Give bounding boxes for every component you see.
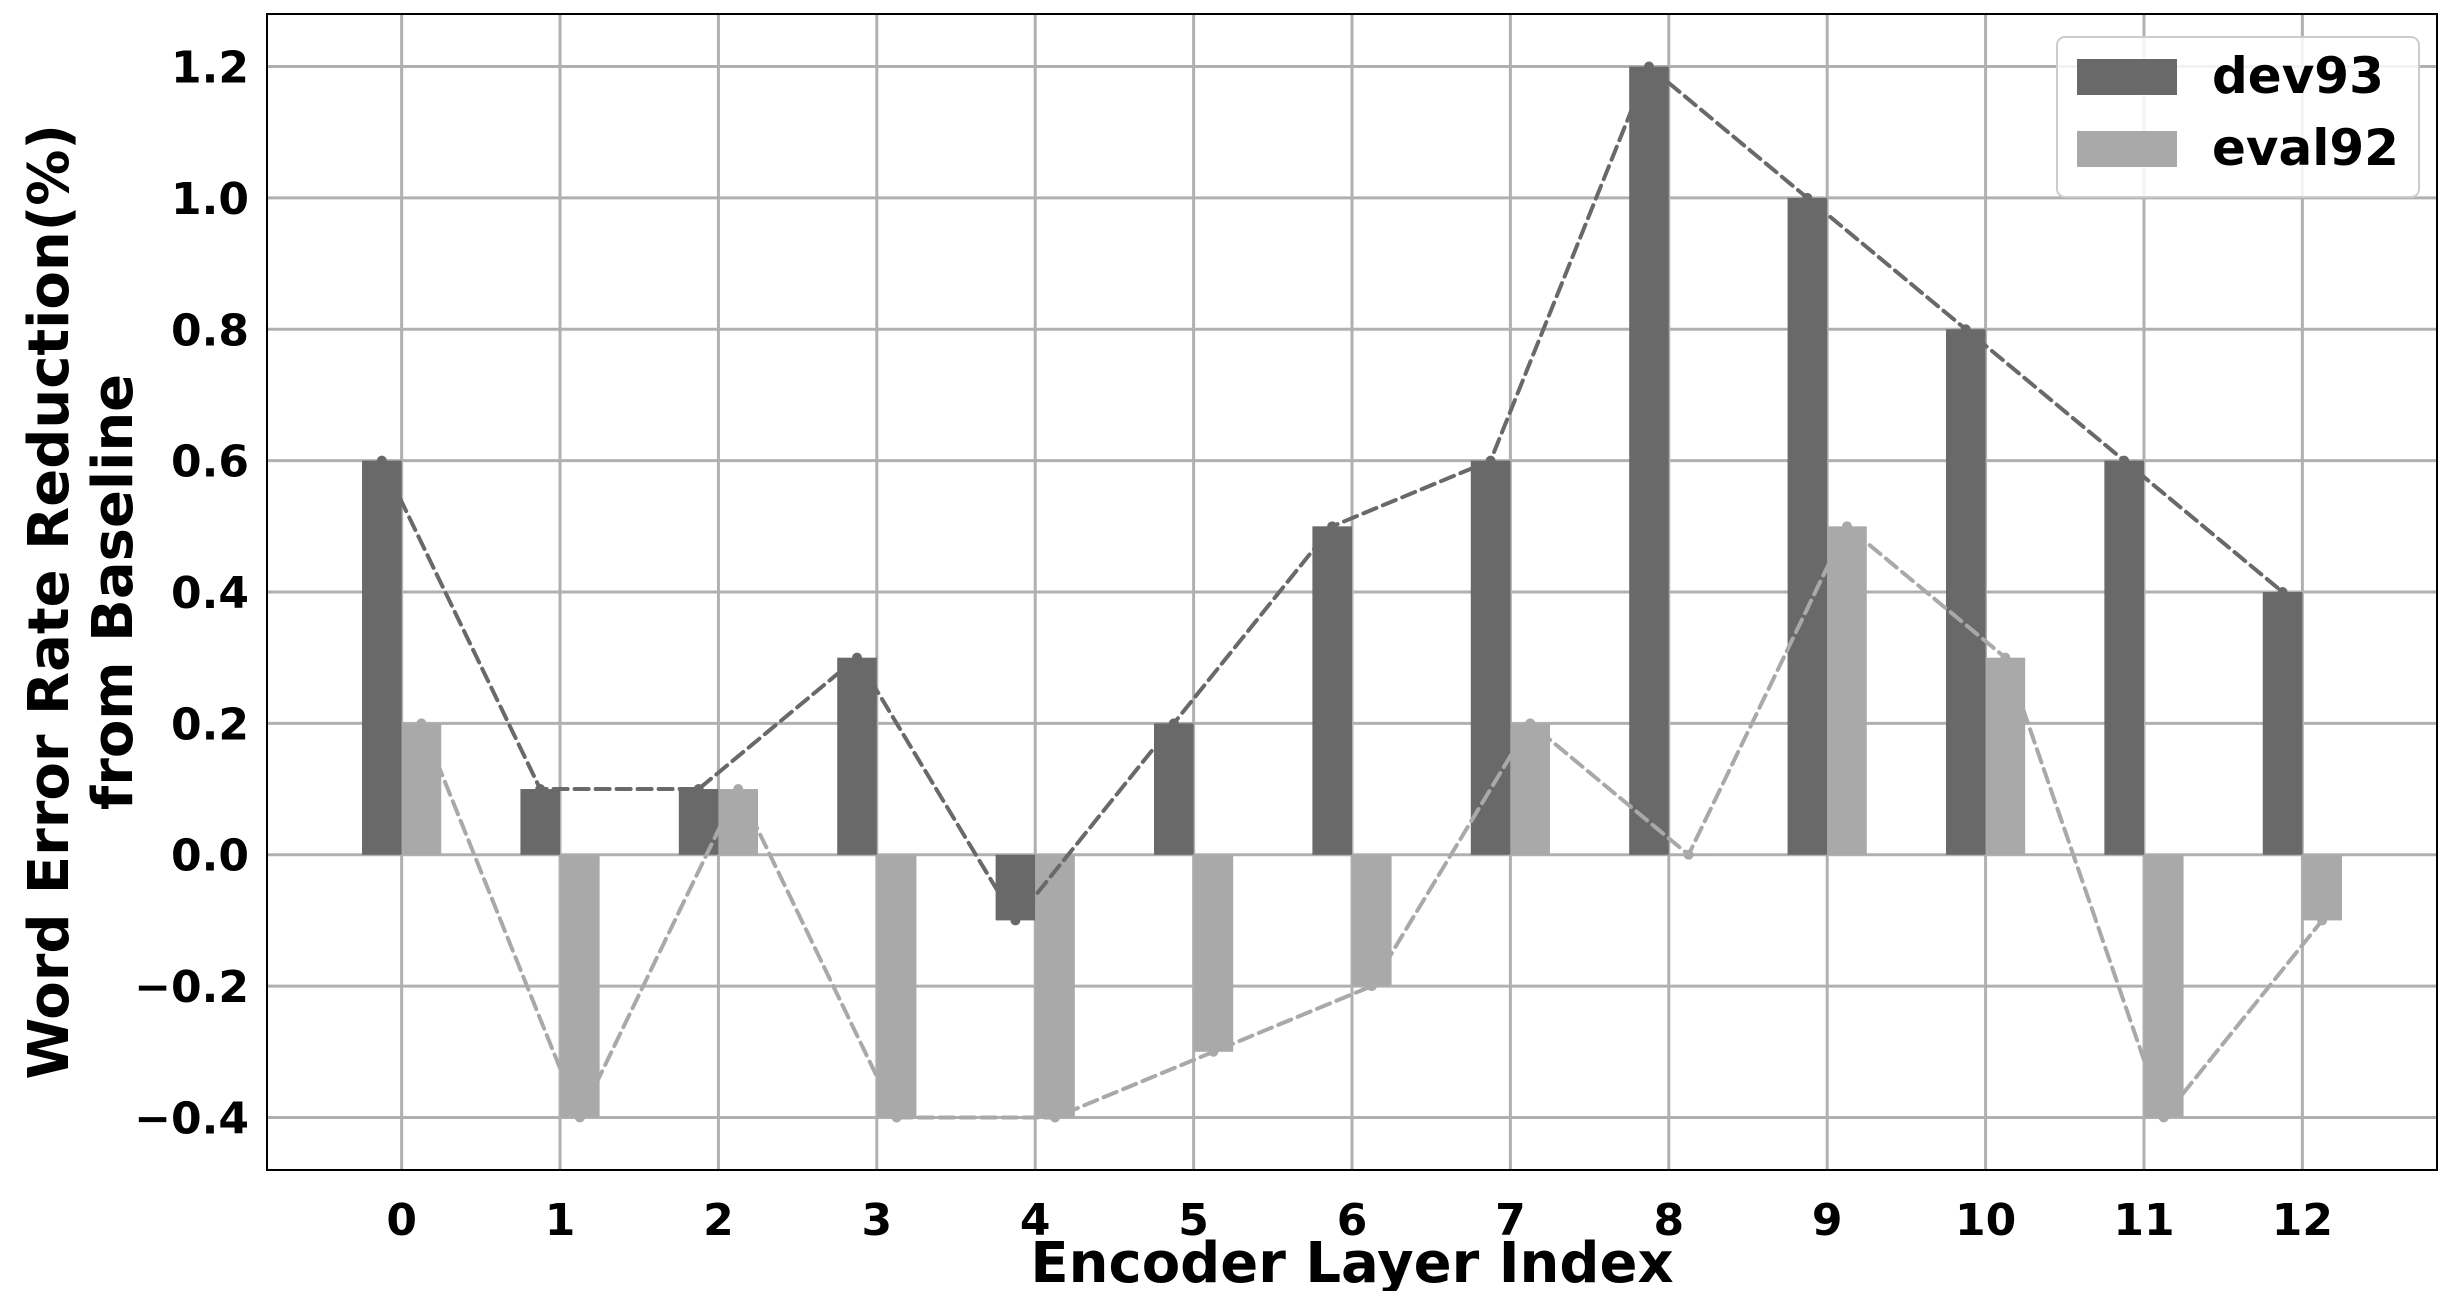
point-dev93-9 — [1802, 192, 1813, 203]
point-dev93-3 — [852, 652, 863, 663]
x-tick-label-6: 6 — [1337, 1195, 1368, 1246]
x-tick-label-2: 2 — [703, 1195, 734, 1246]
y-tick-label-5: 0.6 — [171, 437, 249, 488]
bar-eval92-12 — [2302, 854, 2342, 921]
point-eval92-2 — [733, 784, 744, 795]
y-tick-label-4: 0.4 — [171, 568, 249, 619]
legend-label-eval92: eval92 — [2212, 119, 2399, 177]
legend-swatch-dev93 — [2077, 59, 2177, 95]
point-dev93-12 — [2277, 587, 2288, 597]
point-dev93-7 — [1485, 455, 1496, 466]
y-tick-label-8: 1.2 — [171, 43, 249, 94]
bars — [362, 66, 2342, 1118]
point-eval92-7 — [1525, 718, 1536, 729]
legend: dev93 eval92 — [2056, 36, 2420, 198]
bar-dev93-0 — [362, 460, 402, 855]
point-eval92-0 — [416, 718, 427, 729]
x-tick-label-1: 1 — [545, 1195, 576, 1246]
bar-eval92-4 — [1035, 854, 1075, 1118]
x-axis-label: Encoder Layer Index — [1030, 1231, 1673, 1291]
point-dev93-10 — [1960, 324, 1971, 335]
point-eval92-9 — [1841, 521, 1852, 532]
bar-eval92-3 — [876, 854, 917, 1118]
point-eval92-10 — [2000, 652, 2011, 663]
x-tick-label-9: 9 — [1812, 1195, 1843, 1246]
point-dev93-1 — [535, 784, 546, 795]
point-dev93-2 — [693, 784, 704, 795]
bar-dev93-3 — [837, 657, 877, 855]
bar-eval92-5 — [1193, 854, 1234, 1052]
x-tick-label-12: 12 — [2272, 1195, 2333, 1246]
x-tick-label-4: 4 — [1020, 1195, 1051, 1246]
point-dev93-8 — [1643, 61, 1654, 72]
x-tick-label-11: 11 — [2113, 1195, 2174, 1246]
bar-dev93-9 — [1787, 197, 1828, 855]
bar-eval92-1 — [560, 854, 600, 1118]
bar-dev93-1 — [520, 789, 561, 855]
y-tick-label-0: −0.4 — [134, 1093, 249, 1144]
bar-dev93-4 — [995, 854, 1036, 921]
point-eval92-3 — [891, 1112, 902, 1123]
y-tick-label-2: 0.0 — [171, 831, 249, 882]
bar-dev93-8 — [1629, 66, 1669, 855]
x-tick-label-7: 7 — [1495, 1195, 1526, 1246]
point-eval92-1 — [574, 1112, 585, 1123]
legend-label-dev93: dev93 — [2212, 47, 2384, 105]
point-dev93-11 — [2119, 455, 2130, 466]
x-tick-label-3: 3 — [862, 1195, 893, 1246]
point-eval92-6 — [1366, 981, 1377, 992]
y-tick-label-1: −0.2 — [134, 962, 249, 1013]
y-axis-label: Word Error Rate Reduction(%) from Baseli… — [17, 104, 146, 1079]
point-eval92-4 — [1050, 1112, 1061, 1123]
y-axis-label-line-1: Word Error Rate Reduction(%) — [17, 124, 82, 1080]
x-tick-label-8: 8 — [1653, 1195, 1684, 1246]
bar-dev93-7 — [1470, 460, 1511, 855]
bar-eval92-9 — [1827, 526, 1867, 855]
point-eval92-5 — [1208, 1046, 1219, 1057]
point-dev93-4 — [1010, 915, 1021, 926]
bar-dev93-11 — [2104, 460, 2144, 855]
x-tick-labels: 0 1 2 3 4 5 6 7 8 9 10 11 12 — [386, 1195, 2333, 1246]
plot-frame — [266, 13, 2438, 1171]
point-eval92-12 — [2317, 915, 2328, 926]
y-tick-label-3: 0.2 — [171, 699, 249, 750]
point-eval92-11 — [2158, 1112, 2169, 1123]
y-tick-label-7: 1.0 — [171, 174, 249, 225]
bar-eval92-0 — [401, 723, 442, 855]
bar-dev93-10 — [1945, 329, 1986, 855]
point-dev93-0 — [376, 455, 387, 466]
bar-dev93-5 — [1154, 723, 1194, 855]
bar-eval92-2 — [718, 789, 759, 855]
y-tick-label-6: 0.8 — [171, 305, 249, 356]
bar-dev93-12 — [2262, 592, 2303, 855]
point-eval92-8 — [1683, 849, 1694, 860]
x-tick-label-10: 10 — [1955, 1195, 2016, 1246]
legend-swatch-eval92 — [2077, 131, 2177, 167]
point-dev93-6 — [1327, 521, 1338, 532]
trend-lines — [376, 61, 2328, 1123]
x-tick-label-0: 0 — [386, 1195, 417, 1246]
bar-dev93-6 — [1312, 526, 1352, 855]
bar-eval92-10 — [1985, 657, 2026, 855]
y-tick-labels: −0.4 −0.2 0.0 0.2 0.4 0.6 0.8 1.0 1.2 — [134, 43, 249, 1145]
point-dev93-5 — [1168, 718, 1179, 729]
y-axis-label-line-2: from Baseline — [81, 374, 146, 810]
x-tick-label-5: 5 — [1178, 1195, 1209, 1246]
